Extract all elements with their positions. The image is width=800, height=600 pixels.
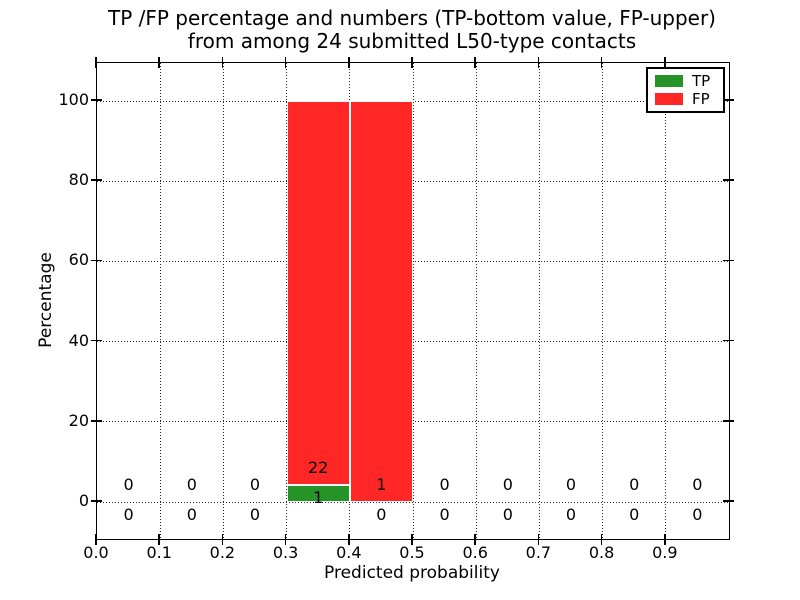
tp-swatch-icon bbox=[655, 74, 683, 87]
fp-count-label: 0 bbox=[123, 475, 134, 494]
fp-swatch-icon bbox=[655, 93, 683, 106]
x-tick-label: 0.1 bbox=[146, 543, 172, 562]
chart-title-line1: TP /FP percentage and numbers (TP-bottom… bbox=[108, 6, 716, 30]
x-tick-top bbox=[537, 57, 540, 68]
x-tick-label: 0.5 bbox=[399, 543, 425, 562]
x-tick-top bbox=[600, 57, 603, 68]
legend-label-tp: TP bbox=[692, 71, 711, 90]
y-tick-label: 80 bbox=[68, 170, 89, 190]
chart-title: TP /FP percentage and numbers (TP-bottom… bbox=[96, 7, 728, 53]
x-tick bbox=[348, 534, 350, 545]
x-tick-label: 0.8 bbox=[588, 543, 615, 562]
y-tick-right bbox=[723, 259, 734, 262]
x-tick bbox=[474, 534, 476, 545]
y-tick-right bbox=[723, 99, 734, 101]
legend-entry-tp: TP bbox=[648, 73, 723, 89]
y-tick bbox=[91, 420, 102, 422]
bar-fp bbox=[286, 101, 350, 485]
y-tick bbox=[91, 500, 102, 502]
tp-count-label: 0 bbox=[376, 505, 387, 524]
tp-count-label: 0 bbox=[692, 505, 703, 524]
fp-count-label: 0 bbox=[502, 475, 513, 494]
tp-count-label: 0 bbox=[629, 505, 640, 524]
y-tick-right bbox=[723, 500, 734, 502]
x-tick-label: 0.6 bbox=[462, 543, 488, 562]
x-tick bbox=[284, 534, 287, 545]
x-tick-top bbox=[284, 57, 287, 68]
y-tick-right bbox=[723, 179, 734, 181]
gridline-vertical bbox=[475, 63, 477, 539]
y-tick bbox=[91, 259, 102, 262]
tp-count-label: 0 bbox=[249, 505, 261, 524]
legend-entry-fp: FP bbox=[648, 91, 723, 107]
fp-count-label: 0 bbox=[565, 475, 577, 494]
x-tick bbox=[95, 534, 97, 545]
gridline-vertical bbox=[538, 63, 540, 539]
y-tick-right bbox=[723, 339, 734, 342]
y-tick-right bbox=[723, 420, 734, 422]
fp-count-label: 1 bbox=[376, 475, 387, 494]
tp-count-label: 0 bbox=[439, 505, 450, 524]
x-tick-top bbox=[221, 57, 224, 68]
y-tick-label: 100 bbox=[58, 90, 89, 109]
tp-count-label: 0 bbox=[186, 505, 197, 524]
x-tick bbox=[537, 534, 540, 545]
gridline-vertical bbox=[602, 63, 604, 539]
x-axis-label: Predicted probability bbox=[324, 563, 500, 583]
x-tick-label: 0.9 bbox=[652, 543, 678, 562]
gridline-vertical bbox=[159, 63, 161, 539]
x-tick-label: 0.3 bbox=[272, 543, 299, 562]
y-tick-label: 40 bbox=[68, 330, 89, 350]
tp-count-label: 1 bbox=[313, 487, 324, 507]
fp-count-label: 0 bbox=[629, 475, 640, 494]
chart-title-line2: from among 24 submitted L50-type contact… bbox=[187, 29, 637, 53]
tp-count-label: 0 bbox=[565, 505, 577, 524]
y-tick bbox=[91, 339, 102, 342]
x-tick-label: 0.0 bbox=[83, 543, 109, 562]
x-tick-top bbox=[348, 57, 350, 68]
x-tick bbox=[600, 534, 603, 545]
tp-count-label: 0 bbox=[123, 505, 134, 524]
fp-count-label: 0 bbox=[249, 475, 261, 494]
x-tick-top bbox=[411, 57, 413, 68]
fp-count-label: 0 bbox=[186, 475, 197, 494]
bar-tp bbox=[286, 484, 350, 502]
plot-area: 0 0 0 0 0 0 22 1 1 0 0 0 0 0 0 0 0 0 0 0 bbox=[96, 62, 730, 540]
x-tick-top bbox=[474, 57, 476, 68]
gridline-vertical bbox=[412, 63, 414, 539]
bar-fp bbox=[349, 101, 413, 502]
fp-count-label: 22 bbox=[308, 457, 329, 477]
y-tick-label: 20 bbox=[68, 410, 89, 430]
y-tick bbox=[91, 179, 102, 181]
x-tick-label: 0.4 bbox=[336, 543, 362, 562]
x-tick bbox=[221, 534, 224, 545]
x-tick-top bbox=[664, 57, 666, 68]
x-tick-label: 0.7 bbox=[525, 543, 552, 562]
x-tick bbox=[664, 534, 666, 545]
legend: TP FP bbox=[646, 67, 725, 113]
x-tick-label: 0.2 bbox=[209, 543, 236, 562]
x-tick bbox=[411, 534, 413, 545]
x-tick bbox=[158, 534, 160, 545]
gridline-vertical bbox=[222, 63, 224, 539]
fp-count-label: 0 bbox=[439, 475, 450, 494]
tp-count-label: 0 bbox=[502, 505, 513, 524]
fp-count-label: 0 bbox=[692, 475, 703, 494]
x-tick-top bbox=[158, 57, 160, 68]
y-tick-label: 0 bbox=[78, 491, 89, 510]
gridline-vertical bbox=[665, 63, 667, 539]
y-tick bbox=[91, 99, 102, 101]
y-tick-label: 60 bbox=[68, 250, 89, 270]
legend-label-fp: FP bbox=[692, 90, 710, 109]
x-tick-top bbox=[95, 57, 97, 68]
